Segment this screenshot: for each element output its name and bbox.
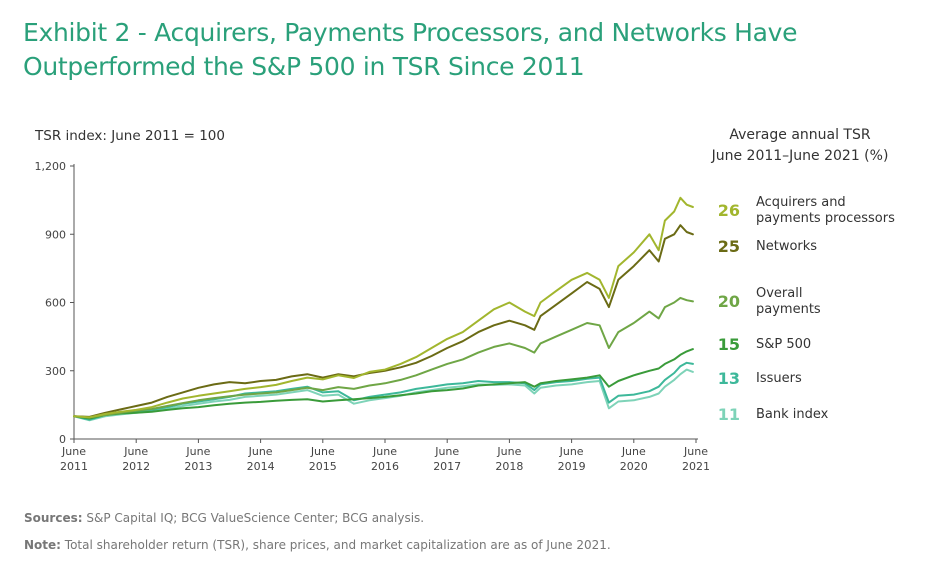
y-tick-label: 300 [45, 365, 66, 378]
legend-value: 26 [717, 201, 740, 220]
x-tick-label-month: June [559, 445, 584, 458]
x-tick-label-month: June [61, 445, 86, 458]
x-tick-label-year: 2016 [371, 460, 399, 473]
series-line-bank-index [73, 368, 694, 422]
x-tick-label-year: 2021 [682, 460, 710, 473]
x-tick-label-year: 2015 [309, 460, 337, 473]
x-tick-label-year: 2013 [184, 460, 212, 473]
legend-value: 15 [717, 335, 740, 354]
legend-value: 20 [717, 292, 740, 311]
x-tick-label-year: 2012 [122, 460, 150, 473]
x-tick-label-year: 2014 [247, 460, 275, 473]
note-text: Total shareholder return (TSR), share pr… [64, 538, 611, 552]
x-tick-label-month: June [123, 445, 148, 458]
x-tick-label-month: June [185, 445, 210, 458]
series-line-overall-payments [73, 296, 694, 419]
legend-label-line-1: Networks [756, 239, 818, 254]
legend-label-line-1: S&P 500 [756, 337, 812, 352]
legend-value: 11 [717, 405, 740, 424]
legend-label-line-2: payments [756, 302, 821, 317]
sources-label: Sources: [24, 511, 83, 525]
sources-text: S&P Capital IQ; BCG ValueScience Center;… [86, 511, 425, 525]
legend-value: 25 [717, 237, 740, 256]
legend-label-line-1: Issuers [756, 371, 802, 386]
x-tick-label-year: 2017 [433, 460, 461, 473]
legend-value: 13 [717, 369, 740, 388]
x-tick-label-month: June [310, 445, 335, 458]
series-line-networks [73, 224, 694, 418]
sources-note: Sources: S&P Capital IQ; BCG ValueScienc… [24, 511, 424, 525]
x-tick-label-year: 2020 [620, 460, 648, 473]
x-tick-label-year: 2019 [558, 460, 586, 473]
legend-heading-line-2: June 2011–June 2021 (%) [711, 148, 889, 164]
legend-heading-line-1: Average annual TSR [729, 127, 871, 143]
y-tick-label: 600 [45, 297, 66, 310]
x-tick-label-year: 2011 [60, 460, 88, 473]
footnote: Note: Total shareholder return (TSR), sh… [24, 538, 611, 552]
note-label: Note: [24, 538, 61, 552]
series-line-acquirers-and-payments-processors [73, 196, 694, 419]
title-line-1: Exhibit 2 - Acquirers, Payments Processo… [23, 18, 798, 47]
x-tick-label-year: 2018 [495, 460, 523, 473]
y-tick-label: 1,200 [35, 160, 67, 173]
x-tick-label-month: June [248, 445, 273, 458]
series-line-s-p-500 [73, 348, 694, 420]
legend-label-line-1: Bank index [756, 407, 829, 422]
legend-heading: Average annual TSR June 2011–June 2021 (… [690, 125, 910, 167]
legend-label-line-1: Overall [756, 286, 803, 301]
y-tick-label: 900 [45, 228, 66, 241]
x-tick-label-month: June [683, 445, 708, 458]
x-tick-label-month: June [496, 445, 521, 458]
title-line-2: Outperformed the S&P 500 in TSR Since 20… [23, 52, 585, 81]
legend-label-line-1: Acquirers and [756, 195, 846, 210]
x-tick-label-month: June [372, 445, 397, 458]
legend-label-line-2: payments processors [756, 211, 895, 226]
y-tick-label: 0 [59, 433, 66, 446]
y-axis-label: TSR index: June 2011 = 100 [35, 128, 225, 144]
x-tick-label-month: June [621, 445, 646, 458]
x-tick-label-month: June [434, 445, 459, 458]
chart-title: Exhibit 2 - Acquirers, Payments Processo… [23, 16, 903, 84]
